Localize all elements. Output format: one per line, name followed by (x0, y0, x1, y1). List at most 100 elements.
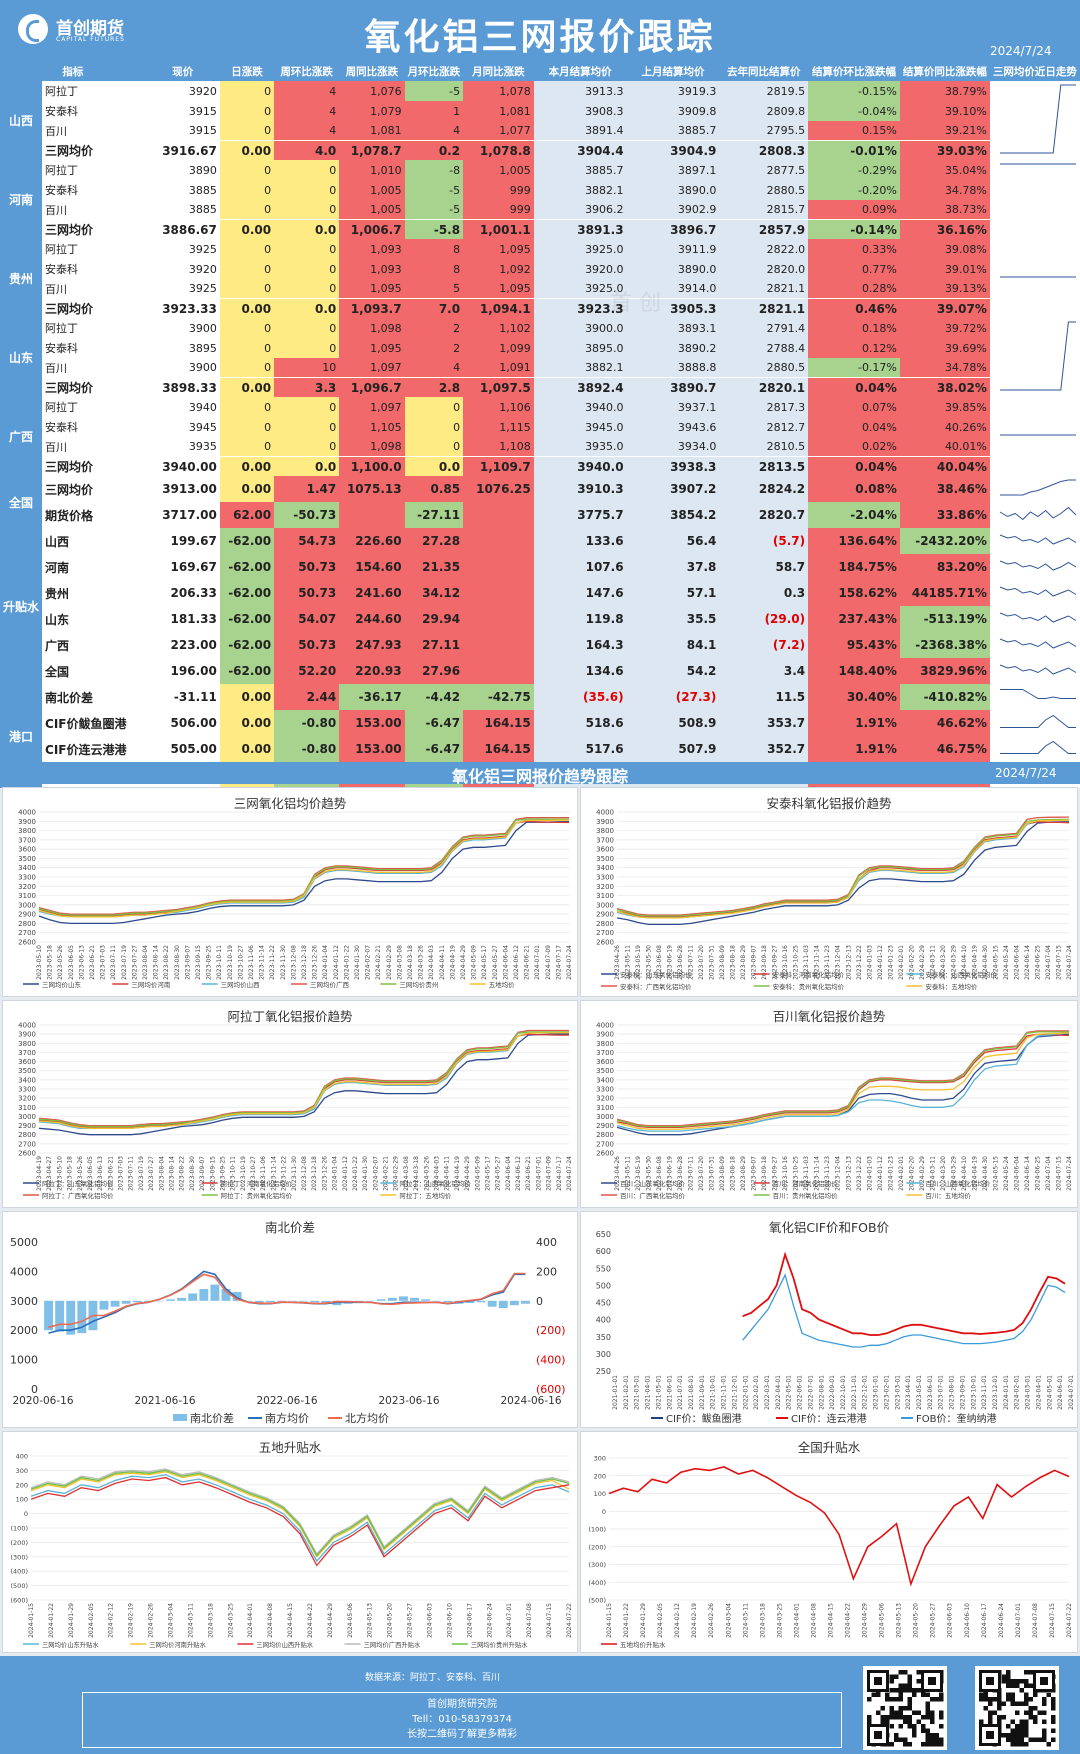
legend-label: 百川：五地均价 (925, 1191, 971, 1200)
qr-module (939, 1715, 944, 1720)
tick-label: 3000 (596, 901, 614, 909)
qr-code-icon[interactable] (863, 1666, 947, 1750)
legend-label: 三网均价广西 (310, 980, 350, 989)
column-header: 结算价环比涨跌幅 (808, 62, 900, 82)
tick-label: 2021-03-01 (634, 1375, 641, 1410)
table-row: 贵州 阿拉丁 3925 0 0 1,093 8 1,095 3925.0 3911.9 2822.0… (0, 239, 1080, 319)
tick-label: 2024-02-21 (375, 945, 382, 980)
qr-module (1006, 1737, 1011, 1742)
table-row: 贵州 206.33 -62.00 50.73 241.60 34.12 147.6 57.1 0… (0, 580, 1080, 607)
spread-bar (498, 1300, 508, 1309)
tick-label: 2023-11-22 (269, 945, 276, 980)
cell-value: 199.67 (145, 528, 220, 555)
tick-label: 2024-03-25 (776, 1603, 783, 1638)
tick-label: (300) (589, 1561, 606, 1569)
column-header: 结算价同比涨跌幅 (899, 62, 990, 82)
cell-value: -27.11 (404, 502, 464, 529)
column-header: 去年同比结算价 (719, 62, 809, 82)
cell-value: -42.75 (463, 684, 534, 711)
spread-bar (310, 1300, 320, 1303)
tick-label: (200) (589, 1543, 606, 1551)
tick-label: 2024-04-19 (449, 945, 456, 980)
cell-value (463, 528, 534, 555)
tick-label: 2024-04-01 (793, 1603, 800, 1638)
cell-value: 1,076 (339, 81, 405, 102)
tick-label: 2022-07-01 (807, 1375, 814, 1410)
qr-module (907, 1724, 912, 1729)
legend-label: 三网均价山西升贴水 (256, 1640, 313, 1649)
spread-bar (521, 1300, 530, 1304)
qr-module (930, 1697, 935, 1702)
row-label: 三网均价 (42, 456, 146, 477)
cell-value: 1,093.7 (339, 298, 405, 319)
qr-module (1019, 1737, 1024, 1742)
cell-value: 1,078.7 (339, 140, 405, 161)
cell-value: 206.33 (145, 580, 220, 607)
cell-value: 119.8 (533, 606, 627, 633)
tick-label: 2024-04-30 (982, 1156, 989, 1191)
qr-module (925, 1701, 930, 1706)
qr-module (934, 1697, 939, 1702)
tick-label: 2024-07-15 (1055, 945, 1062, 980)
tick-label: 2024-03-26 (418, 945, 425, 980)
qr-module (925, 1733, 930, 1738)
qr-module (921, 1742, 926, 1747)
series-line (608, 1466, 1070, 1587)
cell-value: -0.29% (808, 160, 900, 181)
tick-label: 2023-12-26 (321, 1156, 328, 1191)
chart-title: 氧化铝CIF价和FOB价 (768, 1220, 890, 1235)
company-logo: 首创期货 CAPITAL FUTURES (18, 10, 148, 54)
cell-value: 0 (274, 259, 340, 279)
page-title: 氧化铝三网报价跟踪 (364, 17, 716, 58)
cell-value: 181.33 (145, 606, 220, 633)
qr-module (898, 1724, 903, 1729)
qr-code-icon[interactable] (975, 1666, 1059, 1750)
qr-module (1028, 1683, 1033, 1688)
cell-value: 39.07% (899, 298, 990, 319)
cell-value: 4 (274, 101, 340, 121)
qr-module (1028, 1706, 1033, 1711)
cell-value: -0.15% (808, 81, 900, 102)
legend-label: 百川：广西氧化铝均价 (620, 1191, 686, 1200)
legend-label: CIF价：连云港港 (791, 1412, 867, 1425)
cell-value: 3893.1 (626, 318, 720, 339)
series-line (616, 1030, 1069, 1127)
cell-value: 3920 (145, 259, 220, 279)
cell-value: 3925.0 (533, 239, 627, 260)
cell-value: 0 (219, 180, 275, 200)
tick-label: 2024-03-08 (396, 945, 403, 980)
cell-value: 3890.0 (626, 259, 720, 279)
qr-module (930, 1719, 935, 1724)
row-label: 南北价差 (42, 684, 146, 711)
tick-label: 2024-02-29 (919, 945, 926, 980)
tick-label: 2024-04-30 (982, 945, 989, 980)
org-name: 首创期货研究院 (427, 1699, 497, 1710)
cell-value: 34.78% (899, 357, 990, 378)
cell-value: (5.7) (719, 528, 809, 555)
tick-label: 2023-12-13 (845, 1156, 852, 1191)
series-line (616, 819, 1070, 919)
org-phone[interactable]: Tell：010-58379374 (412, 1714, 512, 1725)
region-label: 升贴水 (0, 528, 43, 685)
tick-label: (400) (536, 1354, 566, 1367)
sparkline-cell (989, 554, 1080, 581)
series-line (38, 819, 570, 918)
sparkline-cell (989, 239, 1080, 319)
legend-label: 阿拉丁：河南氧化铝均价 (221, 1179, 293, 1188)
qr-module (939, 1710, 944, 1715)
chart-panel-antaike: 安泰科氧化铝报价趋势 4000 3900 3800 3700 3600 3500 3400 3… (580, 787, 1078, 997)
cell-value: 3775.7 (533, 502, 627, 529)
tick-label: 3000 (18, 901, 36, 909)
tick-label: 2023-10-27 (237, 945, 244, 980)
qr-module (889, 1674, 894, 1679)
cell-value: 3945 (145, 417, 220, 437)
tick-label: 2024-07-22 (566, 1603, 573, 1638)
row-label: 安泰科 (42, 180, 146, 200)
tick-label: 3000 (596, 1113, 614, 1121)
tick-label: 2023-12-22 (856, 1156, 863, 1191)
column-header: 三网均价近日走势 (989, 62, 1080, 82)
qr-module (1028, 1697, 1033, 1702)
tick-label: 2023-09-07 (751, 945, 758, 980)
series-line (742, 1251, 1066, 1336)
tick-label: 2023-10-25 (793, 945, 800, 980)
